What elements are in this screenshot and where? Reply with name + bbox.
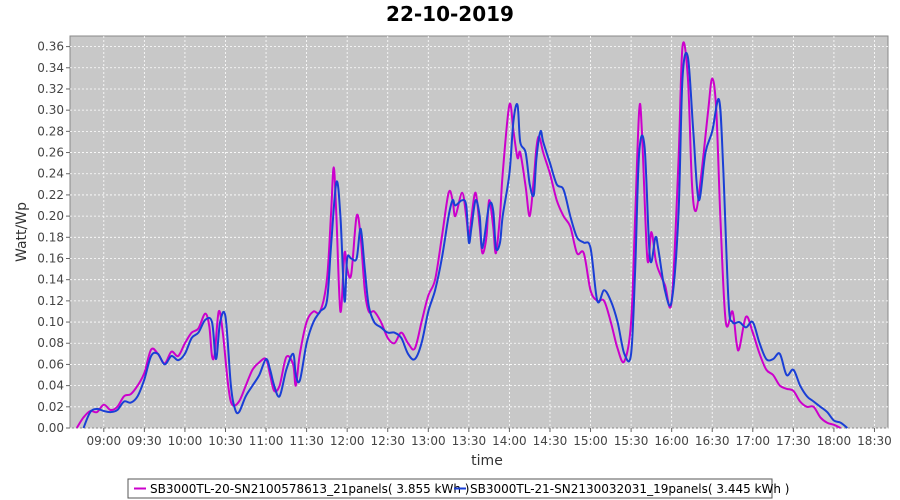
- y-tick-label: 0.12: [37, 294, 64, 308]
- x-tick-label: 11:30: [289, 434, 324, 448]
- x-tick-label: 17:00: [735, 434, 770, 448]
- y-tick-label: 0.14: [37, 273, 64, 287]
- y-tick-label: 0.22: [37, 188, 64, 202]
- legend: SB3000TL-20-SN2100578613_21panels( 3.855…: [127, 478, 789, 499]
- x-tick-label: 14:00: [492, 434, 527, 448]
- x-tick-label: 18:00: [817, 434, 852, 448]
- y-tick-label: 0.06: [37, 357, 64, 371]
- y-tick-label: 0.24: [37, 167, 64, 181]
- legend-label-series-2: SB3000TL-21-SN2130032031_19panels( 3.445…: [470, 482, 789, 496]
- x-tick-label: 13:00: [411, 434, 446, 448]
- y-tick-label: 0.18: [37, 230, 64, 244]
- legend-box: [127, 478, 773, 499]
- chart-title: 22-10-2019: [386, 2, 514, 26]
- x-tick-label: 18:30: [857, 434, 892, 448]
- series-line-1: [75, 41, 842, 429]
- y-tick-label: 0.28: [37, 124, 64, 138]
- x-tick-label: 15:00: [573, 434, 608, 448]
- x-tick-label: 09:30: [127, 434, 162, 448]
- plot-area: [69, 35, 889, 429]
- x-tick-label: 13:30: [452, 434, 487, 448]
- x-tick-label: 16:30: [695, 434, 730, 448]
- y-tick-label: 0.10: [37, 315, 64, 329]
- y-tick-label: 0.04: [37, 379, 64, 393]
- x-axis: 09:00 09:30 10:00 10:30 11:00 11:30 12:00 12:30…: [87, 428, 892, 448]
- y-tick-label: 0.26: [37, 146, 64, 160]
- x-tick-label: 12:00: [330, 434, 365, 448]
- gridlines: [70, 36, 888, 429]
- y-tick-label: 0.00: [37, 421, 64, 435]
- y-axis: 0.00 0.02 0.04 0.06 0.08 0.10 0.12 0.14 0.16 0.18…: [37, 40, 70, 435]
- x-tick-label: 16:00: [654, 434, 689, 448]
- x-tick-label: 17:30: [776, 434, 811, 448]
- x-tick-label: 12:30: [370, 434, 405, 448]
- series-lines: [75, 41, 849, 429]
- series-line-2: [82, 52, 849, 429]
- y-axis-label: Watt/Wp: [14, 202, 30, 262]
- x-tick-label: 15:30: [614, 434, 649, 448]
- y-tick-label: 0.20: [37, 209, 64, 223]
- y-tick-label: 0.36: [37, 40, 64, 54]
- x-tick-label: 09:00: [87, 434, 122, 448]
- x-tick-label: 10:30: [208, 434, 243, 448]
- y-tick-label: 0.08: [37, 336, 64, 350]
- x-tick-label: 14:30: [533, 434, 568, 448]
- y-tick-label: 0.32: [37, 82, 64, 96]
- y-tick-label: 0.34: [37, 61, 64, 75]
- legend-label-series-1: SB3000TL-20-SN2100578613_21panels( 3.855…: [150, 482, 469, 496]
- x-tick-label: 11:00: [249, 434, 284, 448]
- x-tick-label: 10:00: [168, 434, 203, 448]
- y-tick-label: 0.30: [37, 103, 64, 117]
- plot-background: [69, 35, 889, 429]
- x-axis-label: time: [471, 453, 503, 469]
- y-tick-label: 0.16: [37, 251, 64, 265]
- y-tick-label: 0.02: [37, 400, 64, 414]
